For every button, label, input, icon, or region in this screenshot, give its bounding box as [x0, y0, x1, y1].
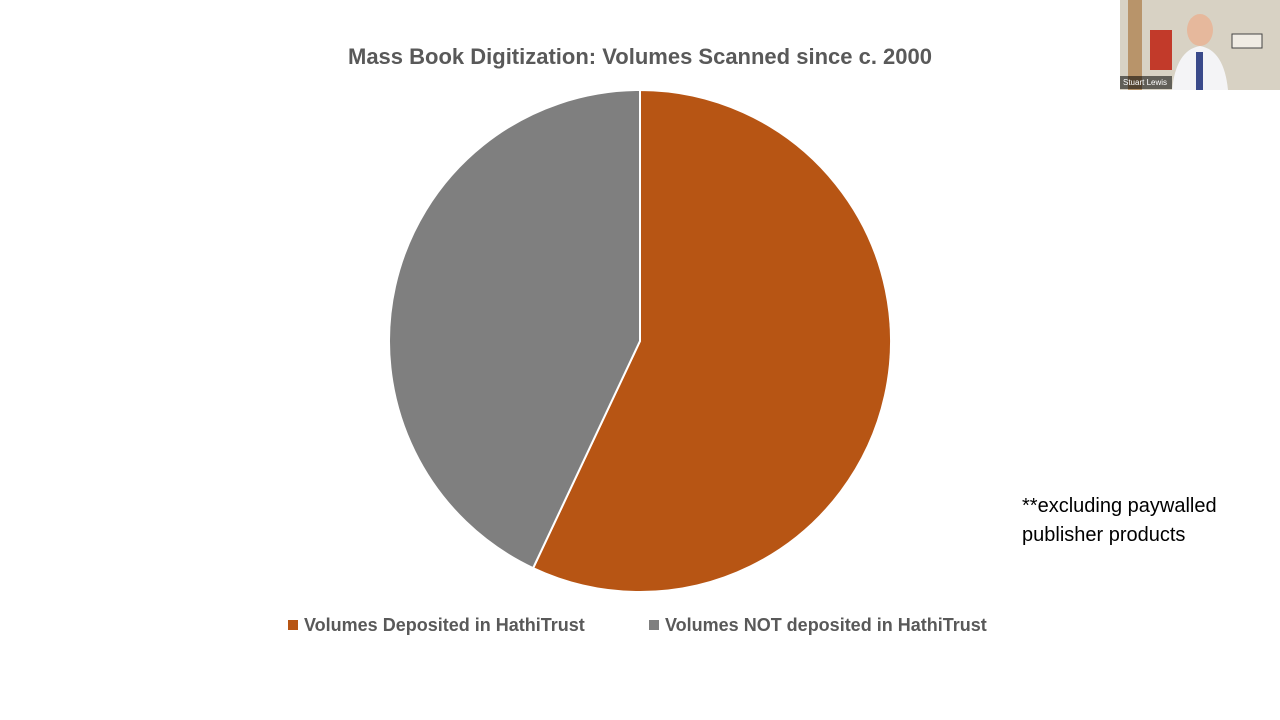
webcam-person	[1196, 52, 1203, 90]
webcam-decor	[1150, 30, 1172, 70]
webcam-decor	[1128, 0, 1142, 90]
chart-title: Mass Book Digitization: Volumes Scanned …	[348, 44, 932, 69]
legend-swatch	[288, 620, 298, 630]
webcam-overlay: Stuart Lewis	[1120, 0, 1280, 90]
pie-slice	[388, 88, 641, 570]
pie-slice	[531, 88, 892, 593]
annotation-box: **excluding paywalled publisher products	[1022, 495, 1217, 546]
pie	[388, 88, 892, 593]
legend: Volumes Deposited in HathiTrust Volumes N…	[288, 615, 987, 635]
participant-name: Stuart Lewis	[1123, 78, 1167, 87]
webcam-label-bg	[1120, 76, 1172, 89]
webcam-person	[1187, 14, 1213, 46]
webcam-decor	[1231, 33, 1263, 49]
annotation: **excluding paywalled publisher products	[1022, 495, 1217, 546]
legend-label: Volumes NOT deposited in HathiTrust	[665, 615, 987, 635]
legend-label: Volumes Deposited in HathiTrust	[304, 615, 585, 635]
legend-swatch	[649, 620, 659, 630]
